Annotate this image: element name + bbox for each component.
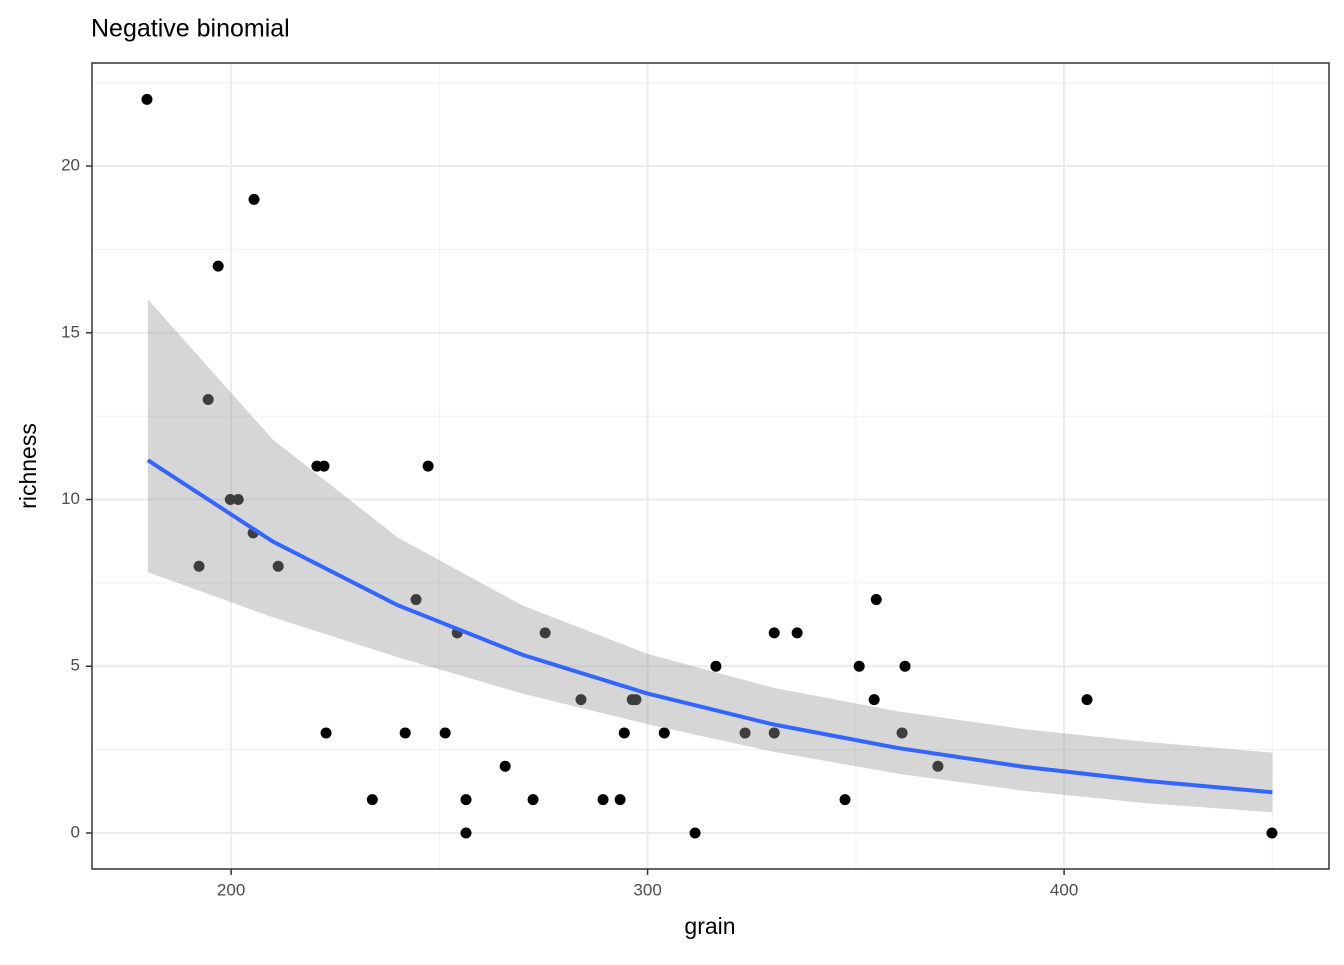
y-tick-label: 0 (71, 822, 80, 841)
point (658, 727, 670, 739)
point (460, 794, 472, 806)
point (689, 827, 701, 839)
point (499, 760, 511, 772)
x-tick-label: 200 (217, 880, 245, 899)
panel-border (91, 62, 1330, 870)
point (630, 694, 642, 706)
chart-title: Negative binomial (91, 15, 290, 43)
point (839, 794, 851, 806)
point (539, 627, 551, 639)
point (224, 494, 236, 506)
point (460, 827, 472, 839)
point (320, 727, 332, 739)
point (597, 794, 609, 806)
point (853, 660, 865, 672)
y-tick-label: 20 (61, 156, 80, 175)
x-tick-label: 300 (633, 880, 661, 899)
point (410, 594, 422, 606)
point (768, 727, 780, 739)
point (614, 794, 626, 806)
point (399, 727, 411, 739)
fit-line (146, 458, 1273, 795)
point (899, 660, 911, 672)
point (932, 760, 944, 772)
confidence-band (147, 299, 1273, 813)
y-axis-label: richness (15, 423, 41, 509)
point (739, 727, 751, 739)
point (318, 460, 330, 472)
x-axis-label: grain (684, 913, 735, 939)
point (618, 727, 630, 739)
point (768, 627, 780, 639)
point (710, 660, 722, 672)
y-tick-label: 15 (61, 322, 80, 341)
point (272, 560, 284, 572)
point (870, 594, 882, 606)
point (232, 494, 244, 506)
point (527, 794, 539, 806)
y-tick-label: 5 (71, 656, 80, 675)
point (422, 460, 434, 472)
point (193, 560, 205, 572)
point (439, 727, 451, 739)
point (202, 393, 214, 405)
point (366, 794, 378, 806)
point (896, 727, 908, 739)
y-tick-label: 10 (61, 489, 80, 508)
point (141, 93, 153, 105)
point (1081, 694, 1093, 706)
point (868, 694, 880, 706)
point (575, 694, 587, 706)
point (212, 260, 224, 272)
x-tick-label: 400 (1050, 880, 1078, 899)
point (1266, 827, 1278, 839)
point (248, 193, 260, 205)
point (791, 627, 803, 639)
